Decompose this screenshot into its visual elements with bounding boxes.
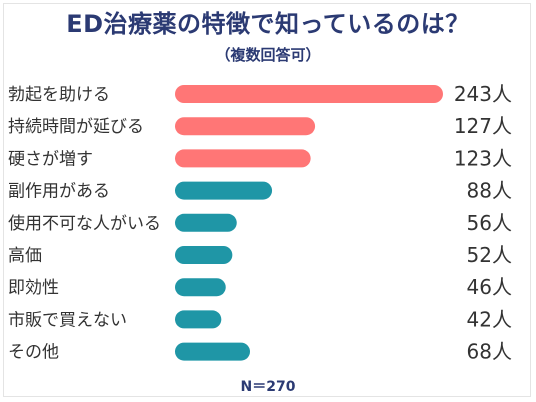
bar: [175, 85, 443, 103]
value-label: 42人: [467, 307, 512, 331]
bar: [175, 310, 222, 329]
category-label: 使用不可な人がいる: [8, 213, 161, 234]
bar: [175, 246, 233, 264]
value-label: 243人: [454, 82, 512, 106]
category-label: 持続時間が延びる: [8, 117, 144, 137]
value-label: 52人: [467, 243, 512, 267]
value-label: 56人: [467, 211, 512, 235]
value-label: 88人: [467, 179, 512, 203]
category-label: 勃起を助ける: [8, 85, 110, 105]
bar: [175, 117, 316, 136]
category-label: その他: [8, 343, 59, 363]
bar: [175, 149, 311, 168]
value-label: 68人: [467, 340, 512, 364]
chart-title: ED治療薬の特徴で知っているのは？: [66, 10, 470, 38]
value-label: 123人: [454, 146, 512, 170]
category-label: 即効性: [8, 278, 59, 298]
bar: [175, 342, 250, 361]
chart-frame: [3, 3, 531, 397]
sample-size-label: N＝270: [240, 379, 296, 395]
bar: [175, 278, 226, 297]
category-label: 市販で買えない: [8, 310, 127, 330]
bar: [175, 181, 273, 200]
category-label: 高価: [8, 246, 42, 266]
value-label: 46人: [467, 275, 512, 299]
value-label: 127人: [454, 114, 512, 138]
category-label: 硬さが増す: [8, 149, 93, 169]
bar: [175, 213, 237, 232]
chart-subtitle: （複数回答可）: [215, 46, 321, 64]
category-label: 副作用がある: [8, 182, 110, 202]
